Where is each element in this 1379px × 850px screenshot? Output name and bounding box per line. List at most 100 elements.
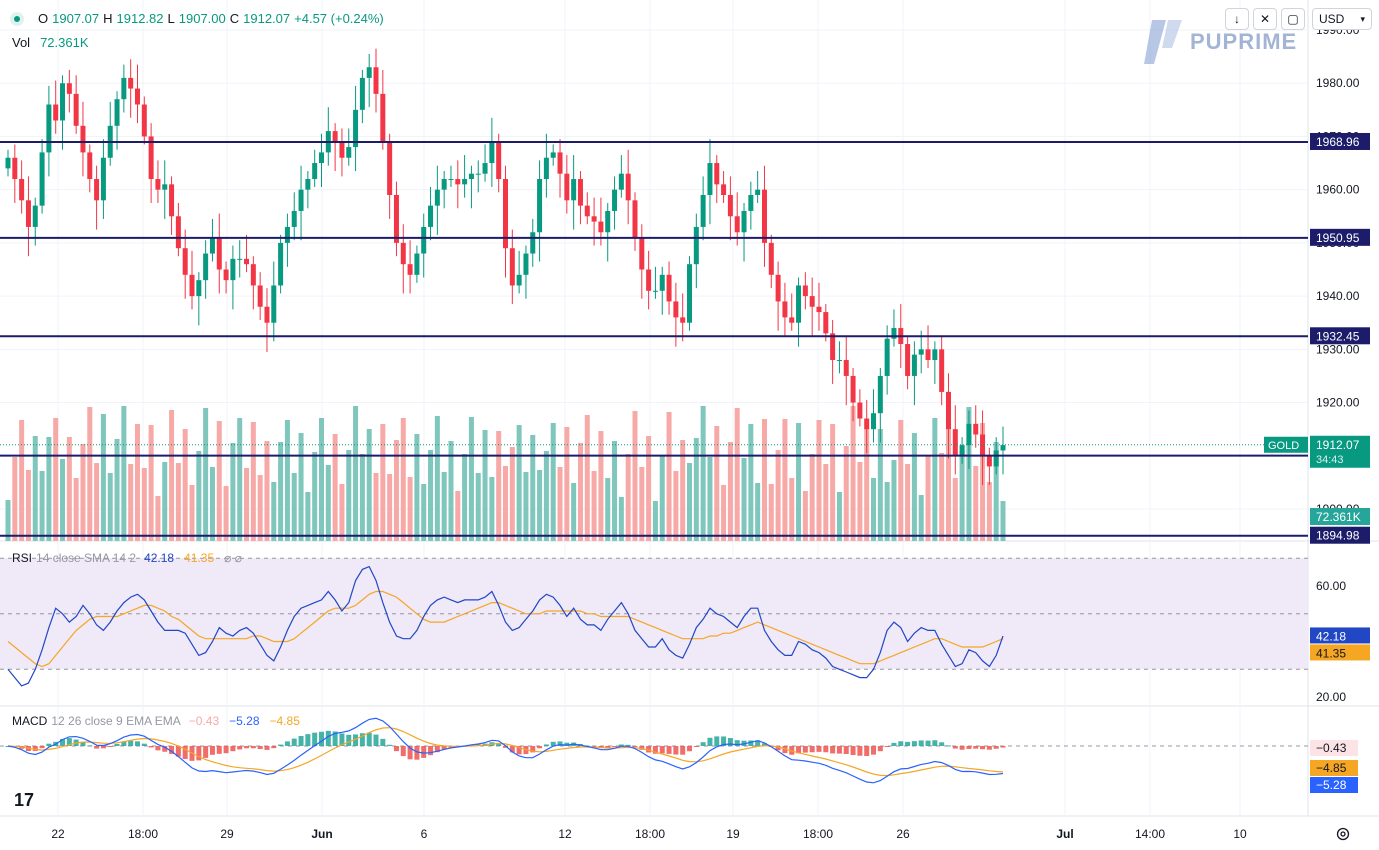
candle-body [891, 328, 897, 339]
volume-bar [257, 475, 263, 541]
volume-bar [73, 478, 79, 541]
macd-hist-bar [693, 746, 699, 747]
macd-hist-bar [155, 746, 161, 751]
candle-body [298, 189, 304, 211]
settings-gear-icon[interactable] [1335, 826, 1351, 842]
candle-body [986, 455, 992, 467]
volume-bar [468, 417, 474, 541]
macd-hist-value: −0.43 [188, 714, 220, 728]
rsi-value-tag [1310, 627, 1370, 644]
macd-hist-bar [359, 733, 365, 746]
candle-body [823, 312, 829, 334]
visibility-dot-icon[interactable] [10, 11, 24, 26]
volume-bar [721, 485, 727, 541]
volume-bar [60, 459, 66, 541]
candle-body [871, 413, 877, 430]
time-tick-label: 19 [726, 827, 740, 841]
candle-body [441, 179, 447, 190]
volume-bar [673, 471, 679, 541]
macd-hist-bar [857, 746, 863, 756]
candle-body [155, 179, 161, 190]
candle-body [462, 179, 468, 185]
currency-select[interactable]: USD ▾ [1312, 8, 1372, 30]
candle-body [209, 237, 215, 254]
macd-line [7, 717, 1004, 784]
fullscreen-button[interactable]: ▢ [1281, 8, 1305, 30]
candle-body [359, 77, 365, 110]
macd-hist-bar [557, 741, 563, 746]
candle-body [816, 306, 822, 313]
macd-hist-bar [891, 742, 897, 746]
candle-body [659, 274, 665, 291]
volume-bar [864, 428, 870, 541]
time-tick-label: 18:00 [803, 827, 833, 841]
macd-hist-bar [646, 746, 652, 753]
candle-body [775, 274, 781, 302]
tradingview-logo-icon: 17 [14, 790, 34, 810]
candle-body [509, 248, 515, 286]
candle-body [223, 269, 229, 281]
countdown-label: 34:43 [1316, 454, 1344, 466]
volume-bar [952, 478, 958, 541]
volume-bar [182, 429, 188, 541]
volume-bar [216, 421, 222, 541]
volume-bar [564, 427, 570, 541]
rsi-tick-label: 20.00 [1316, 690, 1346, 704]
volume-bar [503, 466, 508, 541]
volume-bar [312, 452, 318, 541]
volume-bar [298, 433, 304, 541]
macd-hist-bar [271, 746, 277, 749]
macd-hist-bar [809, 746, 815, 753]
macd-hist-bar [796, 746, 802, 754]
volume-bar [605, 478, 611, 541]
candle-body [380, 93, 386, 142]
candle-body [945, 391, 951, 430]
time-tick-label: Jul [1056, 827, 1073, 841]
macd-hist-bar [680, 746, 686, 755]
macd-hist-bar [87, 745, 93, 747]
volume-bar [353, 406, 359, 541]
candle-body [400, 242, 406, 265]
candle-body [802, 285, 808, 297]
candle-body [516, 274, 522, 286]
volume-bar [836, 492, 842, 541]
volume-bar [693, 438, 699, 541]
volume-bar [291, 473, 297, 541]
candle-body [284, 226, 290, 243]
volume-bar [400, 418, 406, 541]
macd-hist-bar [905, 741, 911, 746]
volume-bar [823, 464, 829, 541]
volume-bar [884, 482, 890, 541]
candle-body [250, 264, 256, 286]
symbol-tag [1264, 436, 1308, 453]
volume-bar [761, 419, 767, 541]
candle-body [407, 264, 413, 275]
volume-bar [318, 418, 324, 541]
macd-hist-bar [421, 746, 427, 758]
time-tick-label: 18:00 [635, 827, 665, 841]
macd-hist-bar [1000, 746, 1006, 748]
collapse-button[interactable]: ✕ [1253, 8, 1277, 30]
candle-body [196, 280, 202, 297]
candle-body [414, 253, 420, 275]
currency-value: USD [1319, 12, 1345, 26]
macd-hist-bar [66, 738, 72, 746]
macd-hist-bar [393, 746, 399, 752]
candle-body [244, 258, 250, 265]
macd-hist-bar [939, 742, 945, 746]
candle-body [318, 152, 324, 164]
change-value: +4.57 (+0.24%) [294, 11, 384, 26]
rsi-hidden-icons[interactable]: ⌀ ⌀ [224, 551, 242, 565]
macd-hist-bar [298, 735, 304, 746]
candle-body [87, 152, 93, 180]
macd-hist-bar [632, 746, 638, 747]
volume-bar [918, 495, 924, 541]
scroll-down-button[interactable]: ↓ [1225, 8, 1249, 30]
volume-tag-label: 72.361K [1316, 510, 1361, 524]
volume-bar [25, 470, 31, 541]
macd-hist-bar [932, 740, 938, 746]
puprime-logo: PUPRIME [1142, 18, 1297, 66]
macd-hist-bar [284, 741, 290, 746]
